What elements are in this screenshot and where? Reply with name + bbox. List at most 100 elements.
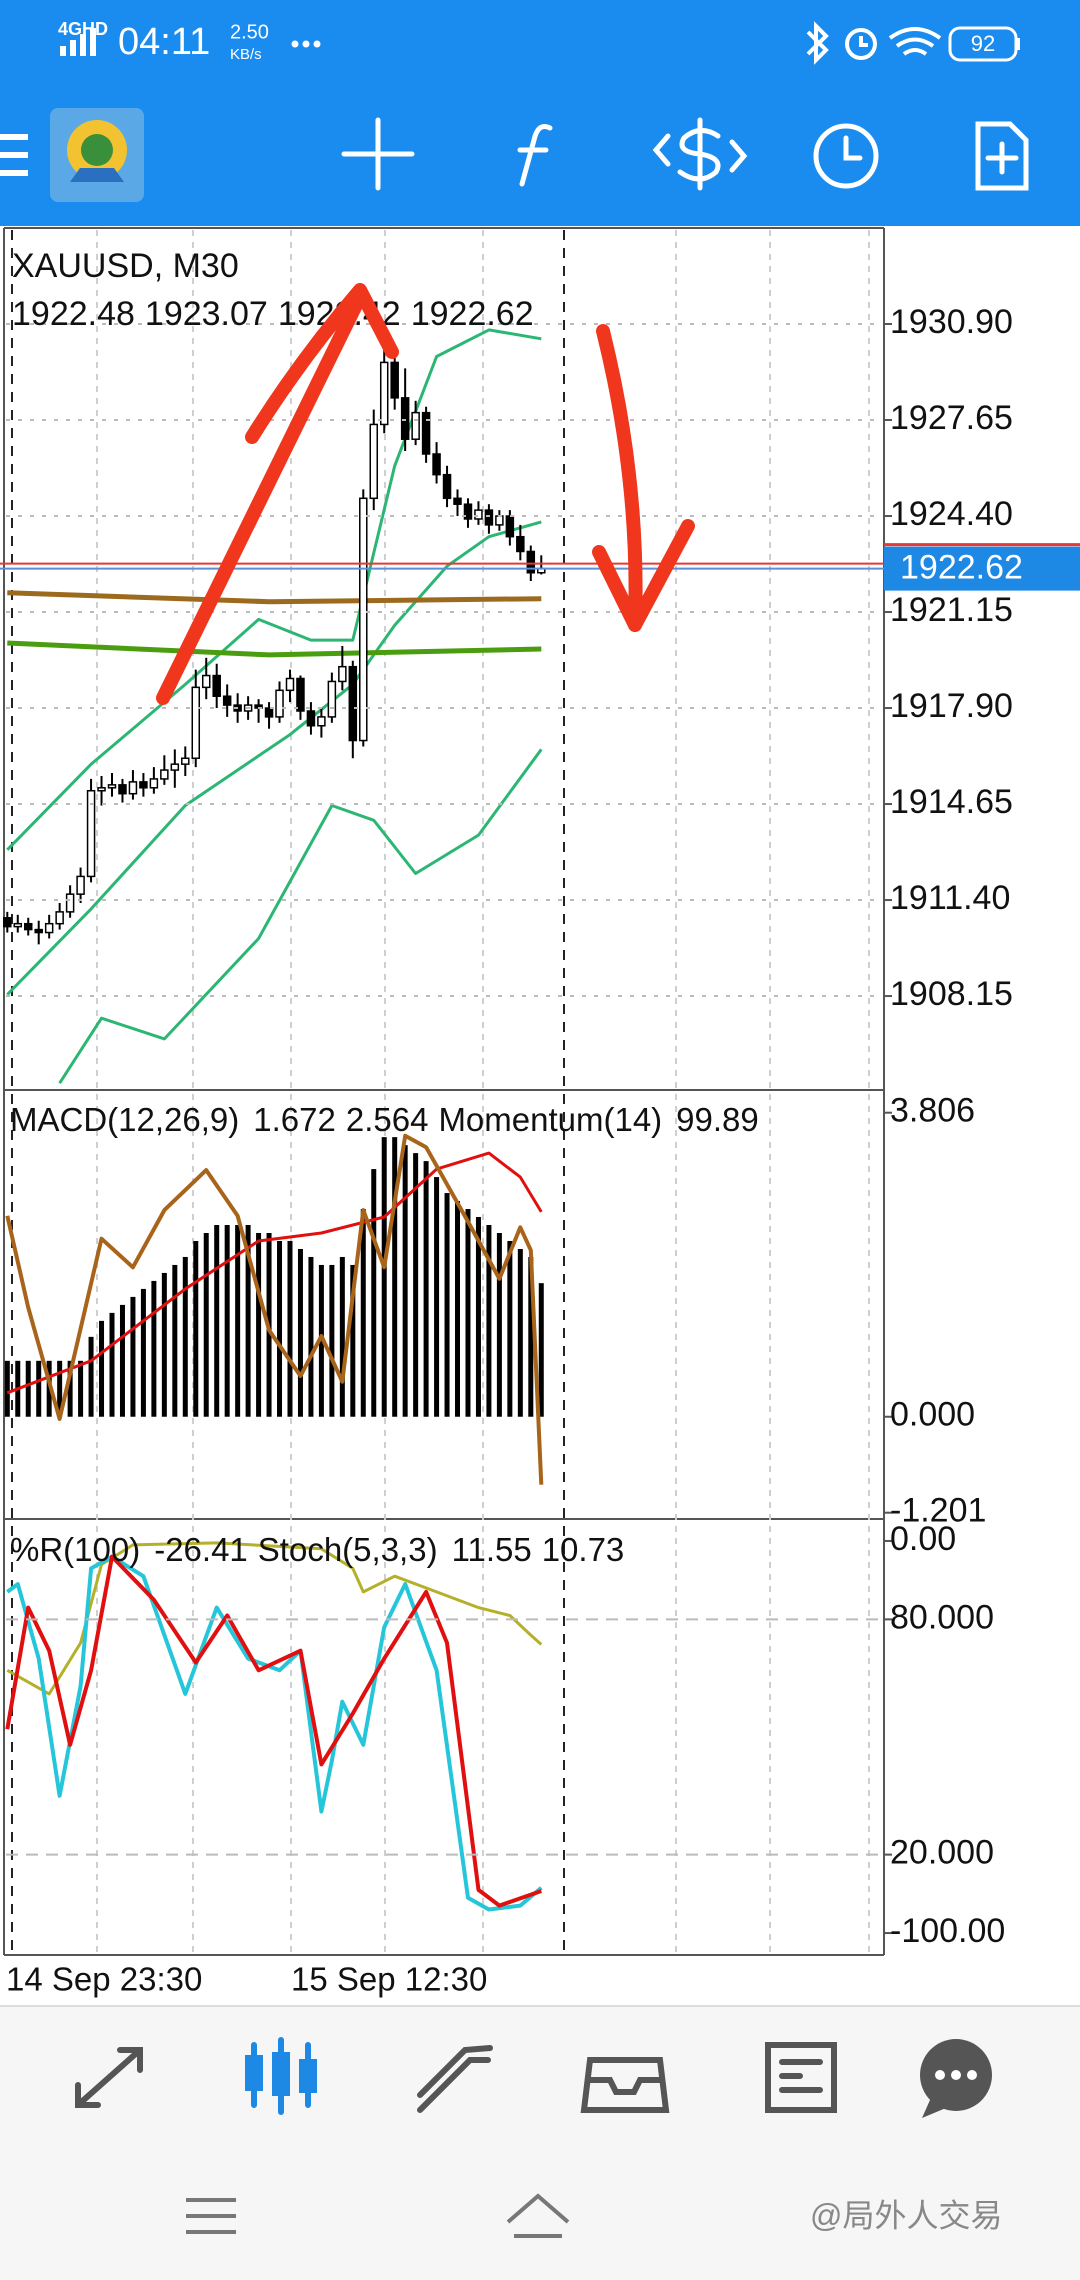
candle-body xyxy=(442,473,452,500)
y-tick-label: -100.00 xyxy=(890,1912,1005,1950)
nav-menu[interactable] xyxy=(186,2198,236,2234)
chat-tab[interactable] xyxy=(920,2039,992,2118)
battery-level: 92 xyxy=(971,31,995,56)
y-tick-label: 1914.65 xyxy=(890,783,1013,821)
macd-panel xyxy=(4,1133,544,1485)
more-icon xyxy=(291,40,321,48)
candle-body xyxy=(139,781,148,789)
macd-bar xyxy=(423,1161,429,1417)
macd-bar xyxy=(151,1280,157,1417)
macd-bar xyxy=(413,1153,419,1417)
macd-bar xyxy=(78,1360,84,1417)
macd-bar xyxy=(224,1225,230,1417)
macd-bar xyxy=(371,1169,377,1417)
trade-tab[interactable] xyxy=(417,2045,493,2113)
macd-bar xyxy=(475,1217,481,1417)
close-value: 1922.62 xyxy=(411,295,534,333)
candle-body xyxy=(526,550,536,574)
macd-bar xyxy=(329,1264,335,1417)
macd-bar xyxy=(318,1264,324,1417)
new-order-button[interactable] xyxy=(975,121,1029,191)
app-logo[interactable] xyxy=(50,108,144,202)
net-speed: 2.50 xyxy=(230,21,269,43)
indicator-line xyxy=(5,1554,542,1908)
stoch-main-value: 11.55 xyxy=(452,1531,532,1568)
crosshair-button[interactable] xyxy=(341,117,415,191)
candle-body xyxy=(296,677,305,712)
net-speed-unit: KB/s xyxy=(230,46,262,63)
macd-bar xyxy=(402,1145,408,1417)
high-value: 1923.07 xyxy=(145,295,268,333)
y-tick-label: 1911.40 xyxy=(890,879,1010,917)
candle-body xyxy=(474,509,483,520)
candle-body xyxy=(390,361,399,399)
candle-body xyxy=(34,928,43,934)
candle-body xyxy=(65,893,75,913)
candle-body xyxy=(463,503,473,520)
macd-readout: MACD(12,26,9) 1.672 2.564 Momentum(14) 99.89 xyxy=(10,1101,759,1138)
macd-bar xyxy=(193,1240,199,1417)
candle-body xyxy=(317,716,326,727)
macd-bar xyxy=(444,1193,450,1417)
candle-body xyxy=(55,911,64,925)
candle-body xyxy=(359,497,368,742)
macd-bar xyxy=(161,1272,167,1417)
candle-body xyxy=(348,665,358,742)
candle-body xyxy=(13,922,23,928)
macd-bar xyxy=(381,1137,387,1417)
y-tick-label: 1917.90 xyxy=(890,687,1013,725)
candle-body xyxy=(222,695,232,706)
macd-bar xyxy=(214,1225,220,1417)
candle-body xyxy=(516,535,525,553)
candle-body xyxy=(432,453,441,476)
candle-body xyxy=(505,515,515,538)
status-icons xyxy=(806,21,942,65)
y-tick-label: 3.806 xyxy=(890,1092,975,1130)
macd-bar xyxy=(4,1360,10,1417)
macd-signal-value: 2.564 xyxy=(346,1101,429,1138)
history-tab[interactable] xyxy=(580,2057,670,2113)
chart-tab[interactable] xyxy=(245,2037,317,2115)
macd-bar xyxy=(57,1360,63,1417)
time-label: 14 Sep 23:30 xyxy=(6,1961,202,1998)
candle-body xyxy=(86,790,96,878)
signal-icon xyxy=(60,28,96,56)
candle-body xyxy=(369,423,378,500)
candle-body xyxy=(118,784,127,795)
candle-body xyxy=(421,411,431,455)
candle-body xyxy=(411,411,420,440)
oscillator-readout: %R(100) -26.41 Stoch(5,3,3) 11.55 10.73 xyxy=(10,1531,624,1568)
stoch-title: Stoch(5,3,3) xyxy=(258,1531,438,1568)
macd-bar xyxy=(360,1209,366,1417)
timeframe-button[interactable] xyxy=(813,123,879,189)
news-tab[interactable] xyxy=(765,2042,837,2113)
indicator-line xyxy=(6,328,542,851)
macd-bar xyxy=(339,1256,345,1417)
candle-body xyxy=(327,680,337,718)
macd-bar xyxy=(245,1225,251,1417)
macd-bar xyxy=(434,1177,440,1417)
momentum-title: Momentum(14) xyxy=(438,1101,662,1138)
candle-body xyxy=(484,509,494,526)
indicators-button[interactable] xyxy=(517,124,553,187)
candle-body xyxy=(212,674,221,697)
candle-body xyxy=(338,665,347,683)
quotes-tab[interactable] xyxy=(75,2047,143,2108)
candle-body xyxy=(495,515,504,526)
clock: 04:11 xyxy=(118,21,210,63)
macd-bar xyxy=(496,1233,502,1417)
price-tag xyxy=(884,546,1080,591)
nav-home[interactable] xyxy=(506,2193,570,2238)
menu-button[interactable] xyxy=(0,134,28,176)
y-tick-label: 80.000 xyxy=(890,1598,994,1636)
bottom-bar xyxy=(0,2006,1080,2280)
candle-body xyxy=(23,922,33,931)
macd-bar xyxy=(235,1225,241,1417)
macd-bar xyxy=(88,1336,94,1417)
macd-bar xyxy=(99,1320,105,1417)
macd-bar xyxy=(350,1264,356,1417)
macd-bar xyxy=(507,1240,513,1417)
symbol-button[interactable] xyxy=(652,117,748,191)
